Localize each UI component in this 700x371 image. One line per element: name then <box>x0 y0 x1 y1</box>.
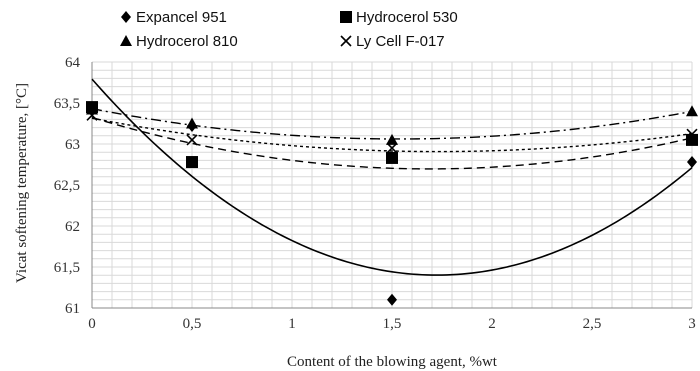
legend-label: Expancel 951 <box>136 9 227 26</box>
x-tick-label: 2 <box>488 316 496 332</box>
trend-line-diamond <box>91 78 693 276</box>
legend-marker-triangle <box>120 35 132 46</box>
data-point-x <box>386 142 398 154</box>
trend-line-square <box>91 116 693 170</box>
x-tick-label: 3 <box>688 316 696 332</box>
data-markers <box>86 101 698 306</box>
legend-label: Hydrocerol 810 <box>136 33 238 50</box>
x-tick-label: 0,5 <box>183 316 202 332</box>
legend-marker-x <box>340 35 352 47</box>
y-axis-label: Vicat softening temperature, [°C] <box>14 83 30 283</box>
tick-labels: 0 0,5 1 1,5 2 2,5 3 61 61,5 62 62,5 63 63,5 64 <box>54 55 696 332</box>
data-point-square <box>186 156 198 169</box>
y-tick-label: 63,5 <box>54 96 80 112</box>
data-point-diamond <box>687 156 697 169</box>
legend-marker-diamond <box>121 11 131 23</box>
data-point-square <box>386 151 398 164</box>
data-point-x <box>186 134 198 146</box>
x-marker-stroke <box>86 109 98 121</box>
x-axis-label: Content of the blowing agent, %wt <box>287 354 498 370</box>
y-tick-label: 63 <box>65 137 80 153</box>
y-tick-label: 64 <box>65 55 81 71</box>
legend-label: Hydrocerol 530 <box>356 9 458 26</box>
data-point-diamond <box>387 293 397 306</box>
data-point-square <box>686 133 698 146</box>
x-tick-label: 1,5 <box>383 316 402 332</box>
y-tick-label: 62 <box>65 219 80 235</box>
data-point-x <box>86 109 98 121</box>
x-marker-stroke <box>186 134 198 146</box>
y-tick-label: 61,5 <box>54 260 80 276</box>
data-point-triangle <box>186 117 198 129</box>
legend-label: Ly Cell F-017 <box>356 33 445 50</box>
y-tick-label: 62,5 <box>54 178 80 194</box>
x-marker-stroke <box>340 35 352 47</box>
trend-line-x <box>91 117 693 153</box>
data-point-triangle <box>686 105 698 117</box>
x-marker-stroke <box>686 128 698 140</box>
x-tick-label: 1 <box>288 316 296 332</box>
x-tick-label: 0 <box>88 316 96 332</box>
x-marker-stroke <box>386 142 398 154</box>
legend-marker-square <box>340 11 352 23</box>
data-point-x <box>686 128 698 140</box>
legend: Expancel 951 Hydrocerol 530 Hydrocerol 810… <box>120 9 458 50</box>
y-tick-label: 61 <box>65 301 80 317</box>
x-tick-label: 2,5 <box>583 316 602 332</box>
data-point-triangle <box>386 133 398 145</box>
